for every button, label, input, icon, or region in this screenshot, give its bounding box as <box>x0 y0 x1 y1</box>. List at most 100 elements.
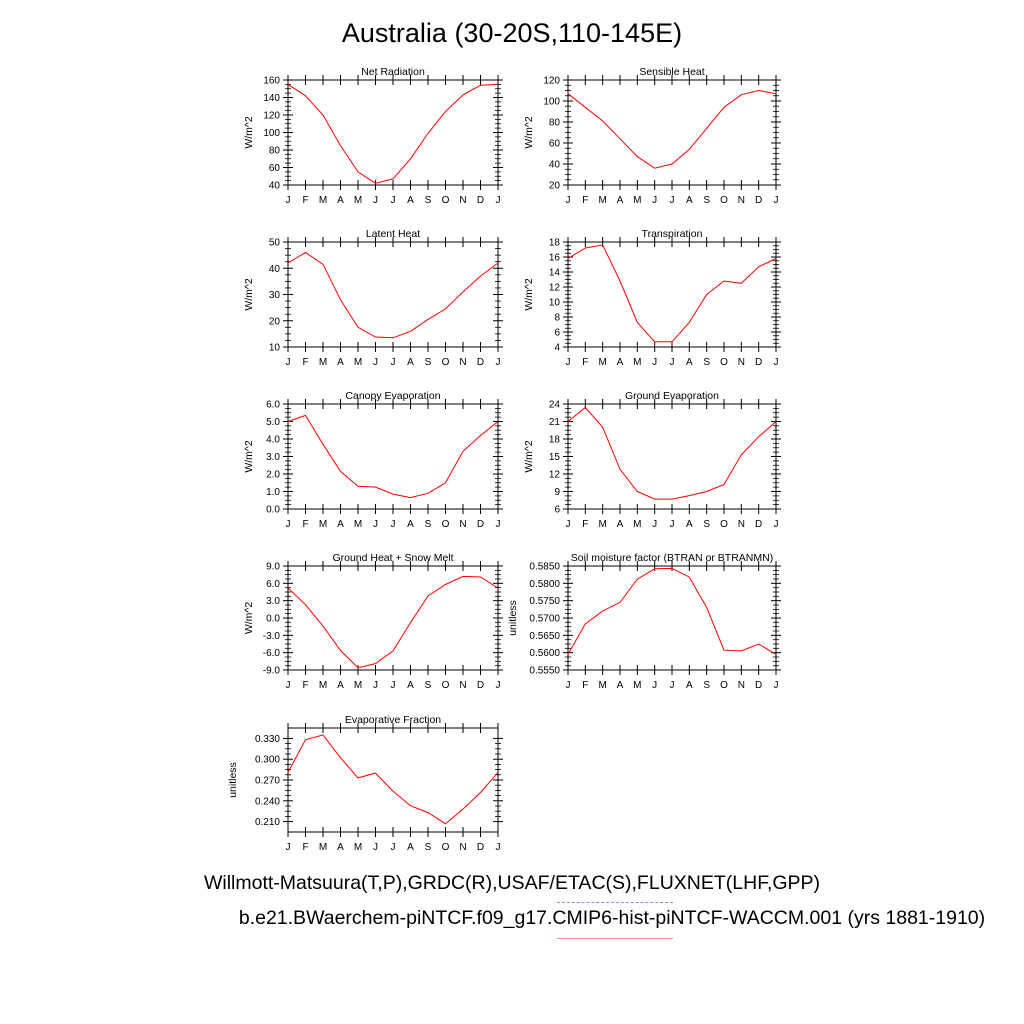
x-tick-label: M <box>319 680 327 691</box>
x-tick-label: J <box>774 357 779 368</box>
y-axis-label: unitless <box>227 762 239 798</box>
x-tick-label: J <box>652 519 657 530</box>
panel-title: Net Radiation <box>361 66 425 78</box>
plot-frame <box>287 727 499 833</box>
x-tick-label: M <box>319 519 327 530</box>
panel-title: Ground Evaporation <box>625 390 719 402</box>
x-tick-label: J <box>373 842 378 853</box>
x-tick-label: A <box>407 680 414 691</box>
x-tick-label: J <box>774 680 779 691</box>
x-tick-label: M <box>598 357 606 368</box>
x-tick-label: S <box>703 519 710 530</box>
y-tick-label: 50 <box>269 238 281 249</box>
y-tick-label: 120 <box>543 76 560 87</box>
y-tick-label: 0.5700 <box>529 614 560 625</box>
x-tick-label: N <box>738 680 745 691</box>
x-tick-label: O <box>442 842 450 853</box>
x-tick-label: M <box>598 680 606 691</box>
x-tick-label: M <box>633 519 641 530</box>
y-tick-label: 60 <box>549 139 561 150</box>
x-tick-label: F <box>302 519 308 530</box>
x-tick-label: N <box>459 195 466 206</box>
panel-title: Latent Heat <box>366 228 420 240</box>
series-line <box>287 734 499 825</box>
panel-title: Ground Heat + Snow Melt <box>332 552 453 564</box>
x-tick-label: A <box>617 195 624 206</box>
y-tick-label: 140 <box>263 93 280 104</box>
panel-title: Transpiration <box>642 228 703 240</box>
plot-frame <box>567 79 777 186</box>
x-tick-label: D <box>755 519 762 530</box>
x-tick-label: A <box>337 842 344 853</box>
x-tick-label: A <box>407 519 414 530</box>
x-tick-label: O <box>442 195 450 206</box>
x-tick-label: M <box>633 680 641 691</box>
x-tick-label: O <box>720 195 728 206</box>
x-tick-label: J <box>652 195 657 206</box>
series-line <box>567 406 777 500</box>
x-tick-label: F <box>582 195 588 206</box>
x-tick-label: J <box>373 195 378 206</box>
y-tick-label: 40 <box>549 160 561 171</box>
x-tick-label: N <box>738 357 745 368</box>
x-tick-label: M <box>354 842 362 853</box>
y-tick-label: 18 <box>549 435 561 446</box>
x-tick-label: J <box>670 680 675 691</box>
y-tick-label: 5.0 <box>266 417 280 428</box>
legend-case-line <box>557 938 673 939</box>
y-tick-label: 24 <box>549 400 561 411</box>
y-tick-label: -9.0 <box>263 666 281 677</box>
y-tick-label: 0.270 <box>255 776 280 787</box>
y-tick-label: 160 <box>263 76 280 87</box>
x-tick-label: J <box>774 519 779 530</box>
y-tick-label: 3.0 <box>266 596 280 607</box>
y-tick-label: 20 <box>549 181 561 192</box>
x-tick-label: J <box>566 357 571 368</box>
x-tick-label: J <box>391 680 396 691</box>
y-tick-label: 40 <box>269 181 281 192</box>
x-tick-label: J <box>496 195 501 206</box>
y-tick-label: 0.300 <box>255 755 280 766</box>
x-tick-label: N <box>738 519 745 530</box>
x-tick-label: J <box>652 680 657 691</box>
series-line <box>287 83 499 184</box>
panel-title: Sensible Heat <box>639 66 704 78</box>
series-line <box>287 414 499 499</box>
y-tick-label: 8 <box>554 313 560 324</box>
panel-title: Evaporative Fraction <box>345 714 441 726</box>
x-tick-label: A <box>686 195 693 206</box>
x-tick-label: O <box>442 680 450 691</box>
x-tick-label: J <box>286 519 291 530</box>
x-tick-label: S <box>425 357 432 368</box>
x-tick-label: M <box>319 357 327 368</box>
y-tick-label: 0.5800 <box>529 579 560 590</box>
footer-observations: Willmott-Matsuura(T,P),GRDC(R),USAF/ETAC… <box>203 872 821 894</box>
x-tick-label: S <box>425 842 432 853</box>
x-tick-label: J <box>391 519 396 530</box>
x-tick-label: M <box>598 195 606 206</box>
y-tick-label: 80 <box>269 146 281 157</box>
x-tick-label: A <box>407 195 414 206</box>
y-axis-label: W/m^2 <box>243 602 255 635</box>
y-tick-label: 0.0 <box>266 614 280 625</box>
plot-frame <box>287 403 499 510</box>
y-axis-label: W/m^2 <box>243 278 255 311</box>
y-tick-label: 40 <box>269 264 281 275</box>
y-tick-label: 9 <box>554 487 560 498</box>
x-tick-label: A <box>686 519 693 530</box>
y-tick-label: 16 <box>549 253 561 264</box>
legend-observations-line <box>557 902 673 903</box>
y-tick-label: 21 <box>549 417 561 428</box>
x-tick-label: N <box>459 842 466 853</box>
y-tick-label: 3.0 <box>266 452 280 463</box>
x-tick-label: N <box>459 519 466 530</box>
series-line <box>287 575 499 669</box>
y-tick-label: 6.0 <box>266 400 280 411</box>
y-tick-label: 0.5850 <box>529 562 560 573</box>
x-tick-label: S <box>425 519 432 530</box>
